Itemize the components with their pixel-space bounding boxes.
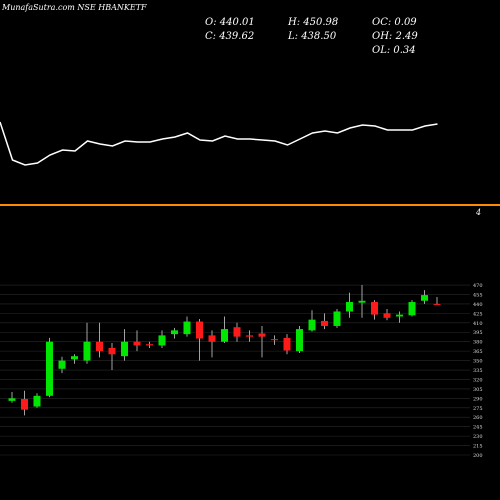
candle-body xyxy=(383,313,391,318)
y-tick-label: 200 xyxy=(473,453,483,459)
candle-body xyxy=(133,341,141,346)
candle-body xyxy=(96,341,103,352)
candle-body xyxy=(171,330,178,335)
candle-body xyxy=(396,314,403,317)
y-tick-label: 260 xyxy=(473,415,483,421)
candle-body xyxy=(283,337,291,351)
header-ol: OL: 0.34 xyxy=(372,45,416,56)
y-tick-label: 305 xyxy=(473,387,483,393)
candle-body xyxy=(271,339,278,341)
level-label: 4 xyxy=(475,208,481,217)
header-open: O: 440.01 xyxy=(205,17,255,28)
candle-body xyxy=(296,329,303,352)
candle-body xyxy=(21,398,28,410)
candle-body xyxy=(183,321,191,335)
y-tick-label: 410 xyxy=(473,321,483,327)
candle-body xyxy=(121,341,128,357)
candle-body xyxy=(233,327,241,337)
y-tick-label: 245 xyxy=(473,425,483,431)
candle-body xyxy=(71,356,78,360)
candle-body xyxy=(208,335,216,342)
header-oh: OH: 2.49 xyxy=(372,31,418,42)
candle-body xyxy=(371,302,378,315)
y-tick-label: 320 xyxy=(473,377,483,383)
y-tick-label: 290 xyxy=(473,396,483,402)
candle-body xyxy=(321,320,328,326)
y-tick-label: 335 xyxy=(473,368,483,374)
candle-body xyxy=(58,360,66,369)
y-tick-label: 455 xyxy=(473,292,483,298)
candle-body xyxy=(346,302,353,312)
y-tick-label: 425 xyxy=(473,311,483,317)
candle-body xyxy=(83,341,91,361)
y-tick-label: 440 xyxy=(473,302,483,308)
candle-body xyxy=(196,321,203,339)
y-tick-label: 350 xyxy=(473,359,483,365)
candle-body xyxy=(108,347,116,355)
y-tick-label: 215 xyxy=(473,444,483,450)
y-tick-label: 230 xyxy=(473,434,483,440)
header-close: C: 439.62 xyxy=(205,31,254,42)
candle-body xyxy=(358,300,366,303)
candle-body xyxy=(421,295,428,301)
candle-body xyxy=(433,303,441,305)
y-tick-label: 395 xyxy=(473,330,483,336)
y-tick-label: 470 xyxy=(473,283,483,289)
candle-body xyxy=(158,335,166,346)
y-tick-label: 380 xyxy=(473,340,483,346)
candle-body xyxy=(221,329,228,342)
indicator-line xyxy=(0,121,438,166)
header-low: L: 438.50 xyxy=(287,31,337,42)
candle-body xyxy=(408,302,416,316)
y-tick-label: 365 xyxy=(473,349,483,355)
candle-body xyxy=(146,344,153,346)
candle-body xyxy=(46,341,53,396)
header-high: H: 450.98 xyxy=(287,17,338,28)
candle-body xyxy=(33,395,41,407)
candle-body xyxy=(8,398,16,401)
y-tick-label: 275 xyxy=(473,406,483,412)
candle-body xyxy=(258,333,266,337)
watermark: MunafaSutra.com NSE HBANKETF xyxy=(1,3,147,12)
candle-body xyxy=(246,335,253,337)
header-oc: OC: 0.09 xyxy=(372,17,417,28)
candle-body xyxy=(308,319,316,331)
candle-body xyxy=(333,311,341,326)
